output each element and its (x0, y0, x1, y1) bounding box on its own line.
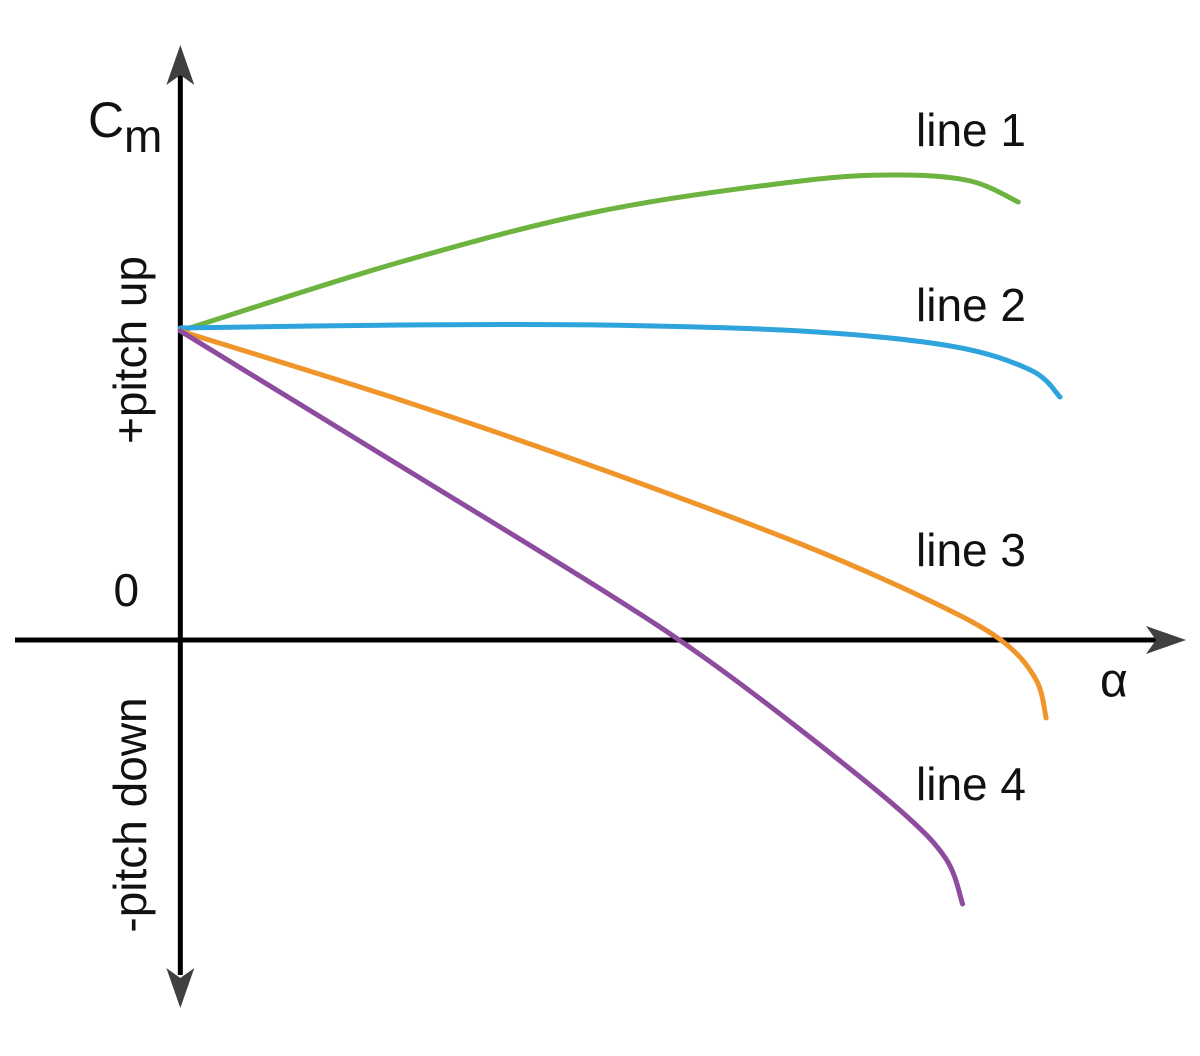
series-line (177, 328, 1049, 721)
legend-label: line 3 (916, 524, 1026, 576)
y-axis-upper-label: +pitch up (104, 256, 156, 444)
x-axis-label: α (1100, 655, 1128, 708)
x-axis-arrow (1146, 626, 1186, 654)
series-line (177, 328, 966, 907)
legend-label: line 1 (916, 104, 1026, 156)
legend-label: line 2 (916, 279, 1026, 331)
series-line (177, 321, 1063, 400)
y-axis-arrow (166, 968, 195, 1008)
y-axis-lower-label: -pitch down (104, 697, 156, 932)
y-axis-arrow (166, 45, 195, 85)
legend-label: line 4 (916, 758, 1026, 810)
y-axis-label-subscript: m (124, 110, 162, 162)
y-tick-label: 0 (114, 564, 140, 616)
y-axis-label: C (88, 92, 124, 148)
series-line (177, 172, 1021, 334)
